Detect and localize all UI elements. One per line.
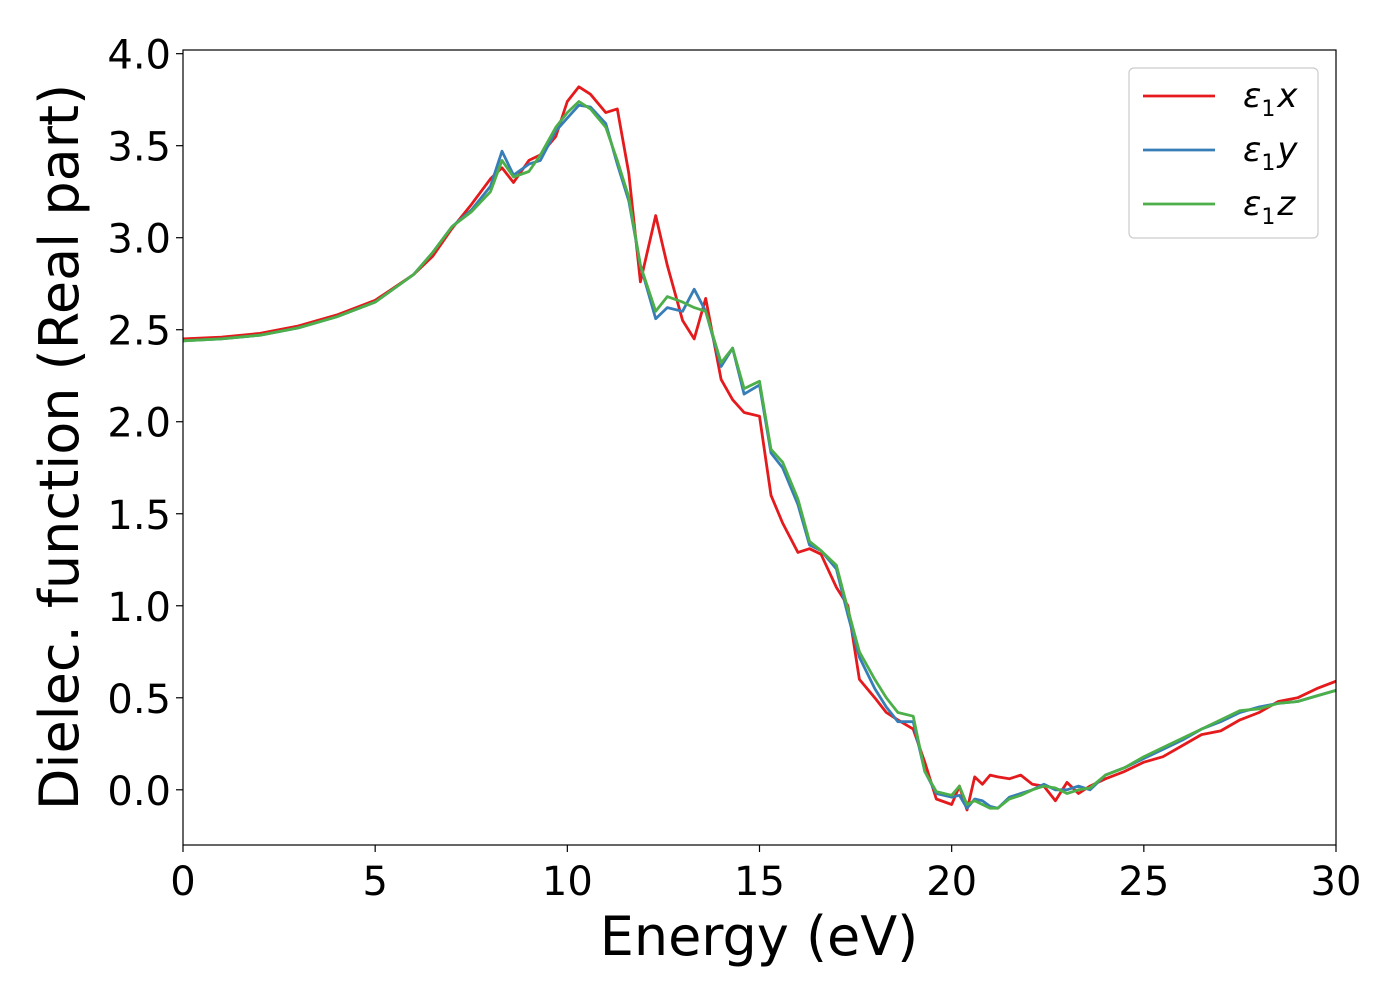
legend-label-variable: x [1276, 76, 1298, 116]
plot-lines [183, 85, 1336, 812]
y-tick-label: 3.5 [107, 125, 171, 171]
y-tick-label: 1.0 [107, 585, 171, 631]
legend-label-z: ε1z [1243, 184, 1296, 230]
x-tick-label: 5 [362, 859, 387, 905]
legend-label-subscript: 1 [1261, 151, 1275, 176]
y-tick-label: 2.0 [107, 401, 171, 447]
x-tick-label: 15 [734, 859, 785, 905]
x-tick-label: 0 [170, 859, 195, 905]
legend-box [1128, 67, 1319, 239]
series-line-x [183, 85, 1336, 812]
legend-label-y: ε1y [1243, 130, 1298, 176]
y-tick-label: 4.0 [107, 33, 171, 79]
y-tick-label: 0.0 [107, 769, 171, 815]
legend-label-subscript: 1 [1261, 97, 1275, 122]
legend-label-base: ε [1243, 76, 1261, 116]
legend-label-x: ε1x [1243, 76, 1298, 122]
legend-label-variable: z [1276, 184, 1296, 224]
x-axis-label: Energy (eV) [600, 905, 919, 968]
x-tick-label: 10 [542, 859, 593, 905]
legend-label-variable: y [1276, 130, 1298, 170]
y-tick-label: 3.0 [107, 217, 171, 263]
y-tick-label: 1.5 [107, 493, 171, 539]
y-axis-label: Dielec. function (Real part) [28, 84, 91, 810]
x-tick-label: 30 [1311, 859, 1362, 905]
y-tick-label: 2.5 [107, 309, 171, 355]
x-tick-label: 20 [926, 859, 977, 905]
y-axis: 0.0 0.5 1.0 1.5 2.0 2.5 3.0 3.5 4.0 [107, 33, 183, 815]
legend-label-subscript: 1 [1261, 205, 1275, 230]
legend-label-base: ε [1243, 130, 1261, 170]
x-axis: 0 5 10 15 20 25 30 [170, 845, 1361, 905]
x-tick-label: 25 [1118, 859, 1169, 905]
legend-label-base: ε [1243, 184, 1261, 224]
y-tick-label: 0.5 [107, 677, 171, 723]
series-line-z [183, 100, 1336, 810]
